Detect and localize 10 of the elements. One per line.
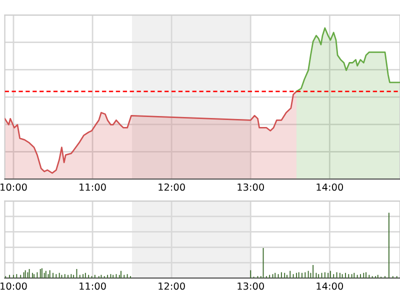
- x-tick-label: 14:00: [316, 183, 344, 191]
- x-tick-label: 13:00: [238, 183, 264, 191]
- x-tick-label: 10:00: [0, 183, 27, 191]
- x-tick-label: 14:00: [316, 282, 344, 290]
- x-tick-label: 13:00: [238, 282, 264, 290]
- x-tick-label: 12:00: [158, 282, 185, 290]
- x-tick-label: 12:00: [158, 183, 185, 191]
- x-tick-label: 11:00: [80, 183, 106, 191]
- x-tick-label: 11:00: [80, 282, 106, 290]
- x-tick-label: 10:00: [0, 282, 27, 290]
